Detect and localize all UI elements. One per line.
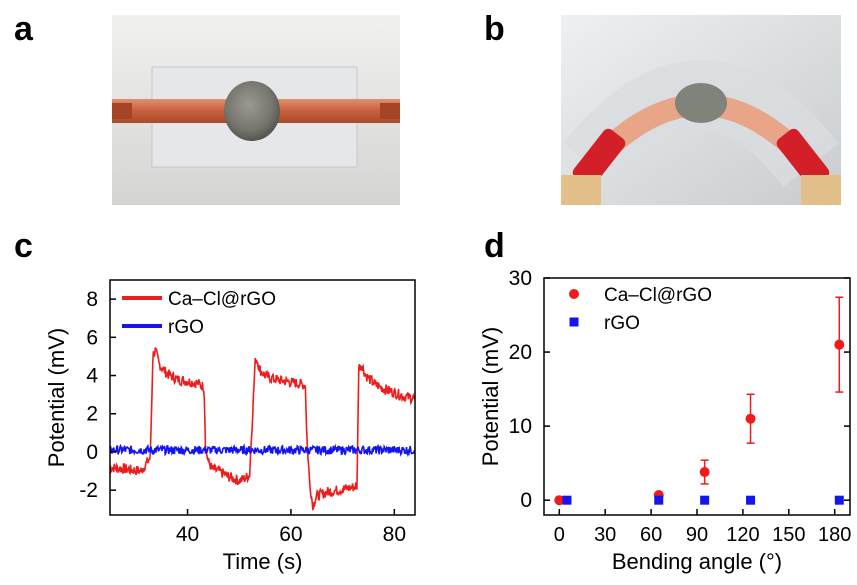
- photo-bent-device: [561, 15, 841, 205]
- chart-potential-vs-time: 40 60 80 -2 0 2 4 6 8 Ca–Cl@rGO rGO Time (s) Pote…: [44, 279, 416, 574]
- x-tick-label: 60: [279, 523, 302, 546]
- y-tick-label: 20: [509, 341, 532, 364]
- y-tick-label: 0: [86, 441, 98, 464]
- legend-marker: [569, 289, 579, 299]
- data-point-ca-cl-rgo: [699, 467, 710, 478]
- x-axis-label: Bending angle (°): [612, 549, 782, 574]
- data-point-rgo: [834, 495, 844, 505]
- y-tick-label: 2: [86, 403, 98, 426]
- y-tick-label: 6: [86, 326, 98, 349]
- x-tick-label: 40: [176, 523, 199, 546]
- x-tick-label: 180: [818, 524, 851, 546]
- y-tick-label: 0: [520, 489, 532, 512]
- data-point-rgo: [562, 495, 572, 505]
- data-point-rgo: [746, 495, 756, 505]
- legend-label: Ca–Cl@rGO: [604, 285, 712, 306]
- data-point-ca-cl-rgo: [745, 413, 756, 424]
- photo-flat-device: [112, 15, 400, 205]
- data-point-ca-cl-rgo: [834, 339, 845, 350]
- series-line-rgo: [109, 443, 416, 458]
- y-tick-label: -2: [79, 479, 98, 502]
- y-tick-label: 30: [509, 267, 532, 290]
- chart-potential-vs-bending-angle: 0 30 60 90 120 150 180 0 10 20 30 Ca–Cl@rGO rGO Ben…: [478, 267, 851, 574]
- panel-label-b: b: [484, 10, 505, 48]
- panel-label-a: a: [14, 10, 33, 48]
- y-tick-label: 10: [509, 415, 532, 438]
- x-tick-label: 0: [554, 524, 565, 546]
- plot-frame: [109, 279, 416, 516]
- legend-label: Ca–Cl@rGO: [168, 289, 276, 310]
- panel-label-d: d: [484, 227, 505, 265]
- legend-marker: [569, 317, 579, 327]
- x-tick-label: 30: [594, 524, 616, 546]
- x-tick-label: 150: [772, 524, 805, 546]
- series-line-ca-cl-rgo: [109, 346, 416, 511]
- data-point-rgo: [654, 495, 664, 505]
- x-tick-label: 60: [640, 524, 662, 546]
- x-tick-label: 80: [383, 523, 406, 546]
- data-point-ca-cl-rgo: [554, 495, 565, 506]
- x-tick-label: 90: [686, 524, 708, 546]
- y-axis-label: Potential (mV): [44, 328, 69, 467]
- legend-label: rGO: [604, 313, 640, 334]
- plot-frame: [543, 277, 851, 516]
- y-tick-label: 4: [86, 365, 98, 388]
- panel-label-c: c: [14, 227, 33, 265]
- x-tick-label: 120: [726, 524, 759, 546]
- y-tick-label: 8: [86, 288, 98, 311]
- data-point-rgo: [700, 495, 710, 505]
- y-axis-label: Potential (mV): [478, 327, 503, 466]
- x-axis-label: Time (s): [223, 549, 303, 574]
- legend-label: rGO: [168, 317, 204, 338]
